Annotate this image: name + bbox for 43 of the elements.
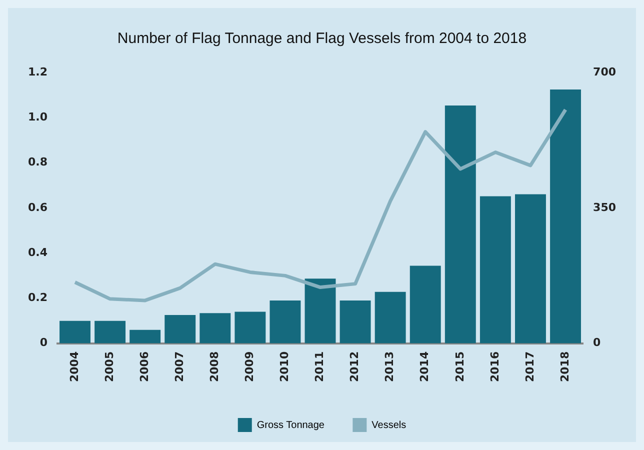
x-tick-label: 2012 bbox=[348, 351, 362, 382]
x-tick-label: 2008 bbox=[208, 351, 222, 382]
y-tick-label: 0.4 bbox=[28, 246, 48, 259]
x-tick-label: 2018 bbox=[558, 351, 572, 382]
x-tick-label: 2004 bbox=[68, 351, 81, 382]
bar bbox=[550, 90, 581, 344]
y-tick-label: 1.2 bbox=[28, 65, 48, 78]
x-tick-label: 2014 bbox=[418, 351, 432, 382]
y-tick-label: 0 bbox=[40, 336, 48, 350]
bar bbox=[164, 314, 196, 344]
bar bbox=[480, 196, 511, 344]
bar bbox=[234, 312, 266, 344]
y2-tick-label: 700 bbox=[593, 65, 616, 78]
bar bbox=[410, 266, 441, 344]
bar bbox=[444, 106, 476, 344]
bar bbox=[515, 194, 546, 344]
bar bbox=[130, 330, 161, 344]
bar bbox=[340, 300, 371, 344]
y2-tick-label: 0 bbox=[593, 336, 602, 350]
x-tick-label: 2011 bbox=[313, 351, 326, 382]
x-tick-label: 2009 bbox=[243, 351, 256, 382]
bar bbox=[200, 313, 231, 344]
bar bbox=[60, 320, 90, 344]
x-tick-label: 2010 bbox=[278, 351, 292, 382]
x-tick-label: 2016 bbox=[488, 351, 502, 382]
y2-tick-label: 350 bbox=[593, 200, 616, 214]
legend-label: Vessels bbox=[372, 420, 406, 431]
bar bbox=[374, 292, 406, 344]
x-tick-label: 2017 bbox=[523, 351, 536, 382]
y-tick-label: 1.0 bbox=[28, 110, 48, 124]
y-tick-label: 0.2 bbox=[28, 291, 48, 304]
x-tick-label: 2013 bbox=[383, 351, 396, 382]
chart-title: Number of Flag Tonnage and Flag Vessels from 2004 to 2018 bbox=[116, 30, 528, 47]
x-tick-label: 2007 bbox=[172, 351, 186, 382]
bar bbox=[270, 300, 301, 344]
x-tick-label: 2015 bbox=[453, 351, 466, 382]
y-tick-label: 0.6 bbox=[28, 200, 48, 214]
bar bbox=[304, 278, 336, 344]
x-tick-label: 2006 bbox=[138, 351, 151, 382]
legend-label: Gross Tonnage bbox=[256, 420, 325, 431]
x-tick-label: 2005 bbox=[102, 351, 116, 382]
y-tick-label: 0.8 bbox=[28, 156, 48, 169]
bar bbox=[94, 320, 126, 344]
